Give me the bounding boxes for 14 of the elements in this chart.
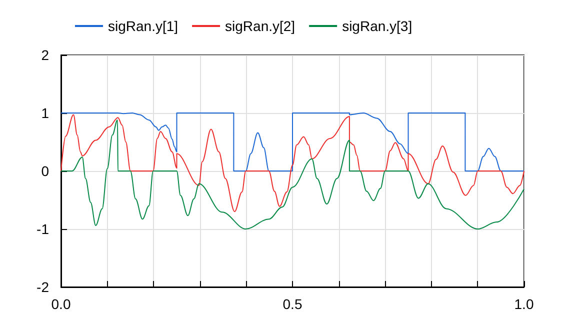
line-series <box>60 119 524 230</box>
x-tick-label: 0.0 <box>51 296 71 312</box>
y-tick-label: -2 <box>36 279 50 295</box>
line-series <box>60 114 524 212</box>
legend-label: sigRan.y[1] <box>108 18 178 34</box>
y-tick-label: 2 <box>41 47 50 63</box>
x-tick-label: 0.5 <box>282 296 302 312</box>
y-tick-label: 0 <box>41 163 50 179</box>
x-tick-label: 1.0 <box>514 296 534 312</box>
y-tick-label: 1 <box>41 105 50 121</box>
legend-label: sigRan.y[3] <box>342 18 412 34</box>
line-series <box>60 112 524 172</box>
y-tick-label: -1 <box>36 221 50 237</box>
legend-label: sigRan.y[2] <box>225 18 296 34</box>
